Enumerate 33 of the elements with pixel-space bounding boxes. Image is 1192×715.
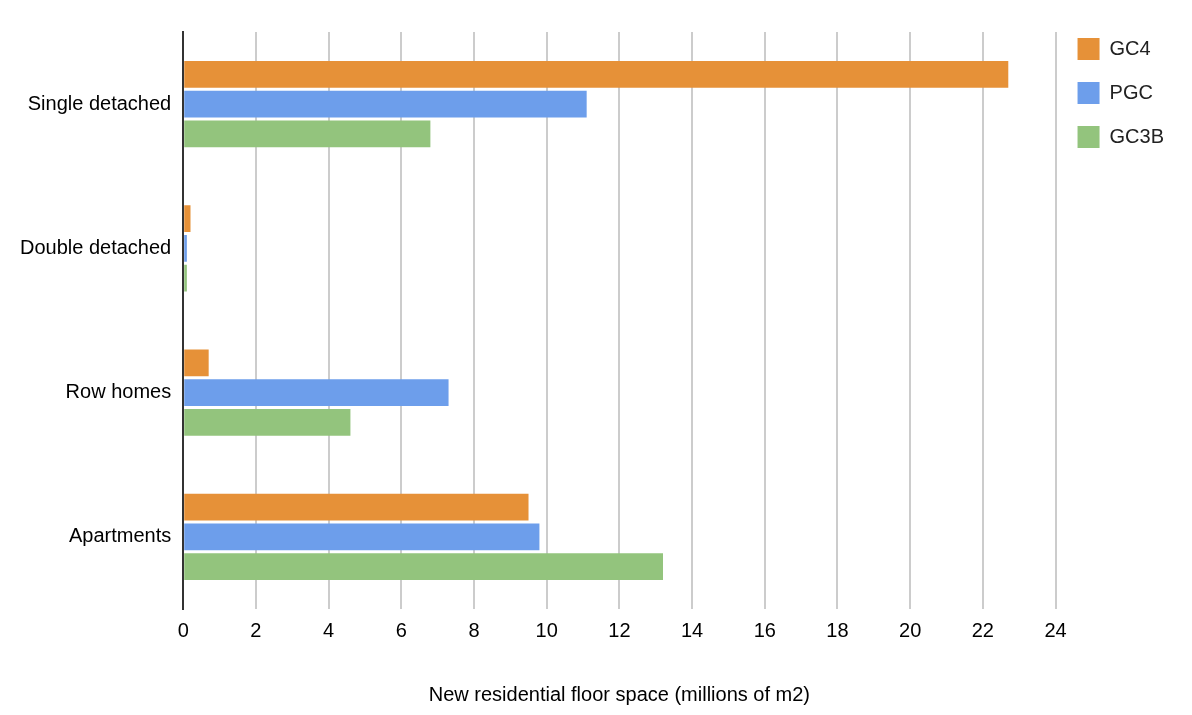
legend-label: GC3B bbox=[1109, 124, 1165, 147]
x-tick-label: 14 bbox=[680, 618, 704, 641]
x-tick-label: 4 bbox=[323, 618, 335, 641]
x-tick-label: 24 bbox=[1044, 618, 1067, 641]
bar bbox=[184, 349, 209, 377]
x-tick-label: 0 bbox=[177, 618, 189, 641]
y-tick-label: Double detached bbox=[20, 235, 172, 258]
bar bbox=[184, 60, 1009, 88]
y-tick-label: Row homes bbox=[65, 380, 172, 403]
bar bbox=[184, 553, 663, 581]
x-tick-label: 6 bbox=[395, 618, 407, 641]
x-tick-label: 10 bbox=[535, 618, 558, 641]
x-tick-label: 16 bbox=[753, 618, 776, 641]
x-tick-label: 22 bbox=[971, 618, 994, 641]
bar bbox=[184, 234, 187, 262]
bar bbox=[184, 523, 540, 551]
x-tick-label: 12 bbox=[608, 618, 631, 641]
legend-label: PGC bbox=[1109, 80, 1153, 103]
bar bbox=[184, 205, 191, 232]
bar bbox=[184, 120, 431, 148]
x-axis-title: New residential floor space (millions of m2) bbox=[428, 682, 811, 705]
legend-label: GC4 bbox=[1109, 36, 1151, 59]
bar bbox=[184, 90, 587, 118]
y-tick-label: Apartments bbox=[68, 524, 172, 547]
bar bbox=[184, 409, 351, 436]
y-tick-label: Single detached bbox=[27, 91, 172, 114]
bar bbox=[184, 264, 187, 292]
x-tick-label: 18 bbox=[826, 618, 849, 641]
bar bbox=[184, 493, 529, 521]
bar bbox=[184, 379, 449, 407]
x-tick-label: 20 bbox=[899, 618, 922, 641]
x-tick-label: 2 bbox=[250, 618, 262, 641]
x-tick-label: 8 bbox=[468, 618, 480, 641]
